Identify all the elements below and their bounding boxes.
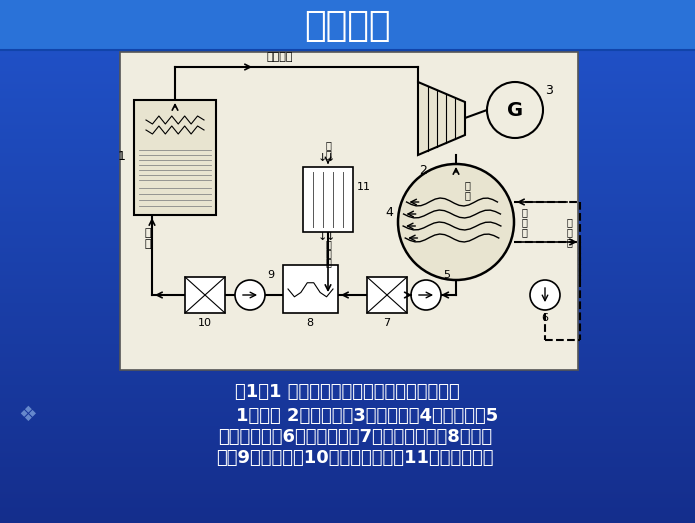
- Text: ↓: ↓: [318, 153, 327, 163]
- Text: 水: 水: [522, 227, 528, 237]
- Text: 水: 水: [567, 237, 573, 247]
- Bar: [120, 52, 578, 370]
- Text: ❖: ❖: [18, 405, 37, 425]
- Text: 4: 4: [385, 206, 393, 219]
- Circle shape: [235, 280, 265, 310]
- Text: 1－锅炉 2－汽轮机；3－发电机；4－凝汽器；5: 1－锅炉 2－汽轮机；3－发电机；4－凝汽器；5: [211, 407, 498, 425]
- Text: 凝: 凝: [522, 207, 528, 217]
- Bar: [185, 277, 225, 313]
- Bar: [283, 265, 338, 313]
- Text: 过热蒸汽: 过热蒸汽: [267, 52, 293, 62]
- Text: 汽: 汽: [465, 190, 471, 200]
- Text: 冷: 冷: [567, 217, 573, 227]
- Bar: [303, 167, 353, 232]
- Text: 给: 给: [145, 228, 152, 238]
- Text: 5: 5: [443, 270, 450, 280]
- Text: 7: 7: [384, 318, 391, 328]
- Bar: [0, 0, 695, 50]
- Text: 原: 原: [325, 140, 331, 150]
- Text: 8: 8: [306, 318, 313, 328]
- Text: 给: 给: [325, 248, 331, 258]
- Text: ↓: ↓: [325, 153, 335, 163]
- Text: ↓: ↓: [318, 232, 327, 242]
- Text: 水: 水: [145, 239, 152, 249]
- Text: 1: 1: [118, 151, 126, 164]
- Text: 10: 10: [198, 318, 212, 328]
- Text: 9: 9: [267, 270, 274, 280]
- Text: 3: 3: [545, 84, 553, 97]
- Circle shape: [411, 280, 441, 310]
- Text: 6: 6: [541, 313, 548, 323]
- Text: 水: 水: [325, 149, 331, 159]
- Text: 结: 结: [522, 217, 528, 227]
- Circle shape: [398, 164, 514, 280]
- Text: 水: 水: [325, 257, 331, 267]
- Text: 排: 排: [465, 180, 471, 190]
- Text: 2: 2: [419, 164, 427, 176]
- Text: 补: 补: [325, 239, 331, 249]
- Bar: [367, 277, 407, 313]
- Bar: [134, 100, 216, 215]
- Circle shape: [487, 82, 543, 138]
- Text: ↓: ↓: [325, 232, 335, 242]
- Polygon shape: [418, 82, 465, 155]
- Text: G: G: [507, 100, 523, 119]
- Text: 却: 却: [567, 227, 573, 237]
- Text: 图1－1 凝汽式发电厂水汽循环系统主要流程: 图1－1 凝汽式发电厂水汽循环系统主要流程: [235, 383, 459, 401]
- Text: 器；9－给水泵；10－高压加热器；11－水处理设备: 器；9－给水泵；10－高压加热器；11－水处理设备: [216, 449, 493, 467]
- Text: 汽水流程: 汽水流程: [304, 9, 391, 43]
- Circle shape: [530, 280, 560, 310]
- Text: 11: 11: [357, 182, 371, 192]
- Text: －凝结水泵；6－冷却水泵；7－低压加热器；8－除氧: －凝结水泵；6－冷却水泵；7－低压加热器；8－除氧: [218, 428, 492, 446]
